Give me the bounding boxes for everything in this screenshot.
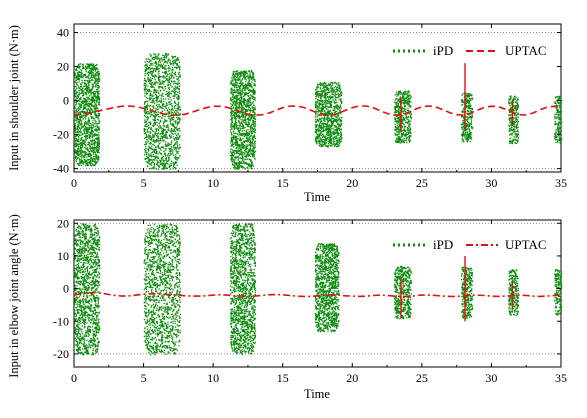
elbow-y-tick-label: -10 bbox=[53, 314, 69, 328]
elbow-uptac-line bbox=[73, 291, 562, 298]
shoulder-legend-ipd-label: iPD bbox=[433, 43, 453, 58]
elbow-ipd-points bbox=[229, 223, 257, 356]
elbow-legend: iPD UPTAC bbox=[393, 237, 547, 252]
elbow-y-tick-label: -20 bbox=[53, 347, 69, 361]
elbow-x-tick-label: 10 bbox=[207, 371, 219, 385]
elbow-ipd-points bbox=[554, 269, 563, 316]
elbow-ipd-points bbox=[460, 266, 474, 320]
shoulder-chart: 0 5 10 15 20 25 30 35 -40 -20 0 20 40 Time Input in… bbox=[7, 23, 567, 204]
shoulder-ipd-burst bbox=[314, 81, 343, 148]
shoulder-reference-lines bbox=[74, 32, 561, 170]
shoulder-y-axis-title: Input in shoulder joint (N·m) bbox=[7, 25, 21, 171]
elbow-x-tick-label: 25 bbox=[416, 371, 428, 385]
elbow-legend-uptac-label: UPTAC bbox=[505, 237, 547, 252]
elbow-data bbox=[73, 223, 563, 356]
shoulder-ipd-burst bbox=[229, 69, 257, 170]
shoulder-x-tick-label: 35 bbox=[555, 176, 567, 190]
shoulder-y-tick-label: 0 bbox=[63, 94, 69, 108]
shoulder-y-ticks: -40 -20 0 20 40 bbox=[53, 26, 561, 176]
shoulder-plot-frame bbox=[73, 23, 562, 173]
elbow-ipd-burst bbox=[143, 223, 181, 356]
shoulder-data bbox=[73, 53, 563, 170]
shoulder-y-tick-label: 40 bbox=[57, 26, 69, 40]
shoulder-ipd-burst bbox=[554, 95, 563, 144]
shoulder-ipd-points bbox=[508, 95, 520, 145]
shoulder-ipd-burst bbox=[394, 90, 412, 144]
shoulder-x-tick-label: 0 bbox=[71, 176, 77, 190]
elbow-ipd-burst bbox=[508, 269, 519, 316]
elbow-ipd-burst bbox=[394, 265, 412, 320]
elbow-y-ticks: -20 -10 0 10 20 bbox=[53, 216, 561, 361]
elbow-x-tick-label: 30 bbox=[485, 371, 497, 385]
elbow-ipd-burst bbox=[554, 269, 563, 316]
shoulder-ipd-points bbox=[314, 81, 343, 148]
elbow-ipd-points bbox=[508, 269, 519, 316]
shoulder-x-tick-label: 10 bbox=[207, 176, 219, 190]
shoulder-ipd-burst bbox=[460, 92, 474, 143]
elbow-ipd-points bbox=[143, 223, 181, 356]
shoulder-ipd-points bbox=[143, 53, 181, 170]
elbow-y-axis-title: Input in elbow joint angle (N·m) bbox=[7, 214, 21, 378]
shoulder-legend-uptac-label: UPTAC bbox=[505, 43, 547, 58]
elbow-x-tick-label: 35 bbox=[555, 371, 567, 385]
elbow-y-tick-label: 20 bbox=[57, 216, 69, 230]
shoulder-x-tick-label: 20 bbox=[346, 176, 358, 190]
shoulder-x-tick-label: 15 bbox=[277, 176, 289, 190]
shoulder-x-ticks: 0 5 10 15 20 25 30 35 bbox=[71, 24, 567, 190]
shoulder-ipd-burst bbox=[74, 63, 101, 167]
shoulder-legend: iPD UPTAC bbox=[393, 43, 547, 58]
elbow-x-axis-title: Time bbox=[304, 387, 330, 401]
elbow-ipd-burst bbox=[314, 243, 340, 333]
elbow-ipd-points bbox=[314, 243, 340, 333]
elbow-ipd-burst bbox=[229, 223, 257, 356]
shoulder-y-tick-label: 20 bbox=[57, 60, 69, 74]
elbow-chart: 0 5 10 15 20 25 30 35 -20 -10 0 10 20 Time Input in… bbox=[7, 214, 567, 401]
elbow-y-tick-label: 0 bbox=[63, 282, 69, 296]
shoulder-ipd-burst bbox=[508, 95, 520, 145]
shoulder-x-tick-label: 5 bbox=[141, 176, 147, 190]
shoulder-x-axis-title: Time bbox=[304, 190, 330, 204]
shoulder-x-tick-label: 30 bbox=[485, 176, 497, 190]
elbow-x-tick-label: 0 bbox=[71, 371, 77, 385]
shoulder-ipd-points bbox=[229, 69, 257, 170]
elbow-x-tick-label: 5 bbox=[141, 371, 147, 385]
shoulder-ipd-points bbox=[554, 95, 563, 144]
shoulder-x-tick-label: 25 bbox=[416, 176, 428, 190]
elbow-ipd-burst bbox=[74, 223, 101, 356]
elbow-ipd-points bbox=[394, 265, 412, 320]
shoulder-ipd-burst bbox=[143, 53, 181, 170]
shoulder-y-tick-label: -40 bbox=[53, 162, 69, 176]
shoulder-ipd-points bbox=[74, 63, 101, 167]
elbow-x-tick-label: 20 bbox=[346, 371, 358, 385]
shoulder-ipd-points bbox=[394, 90, 412, 144]
elbow-ipd-burst bbox=[460, 266, 474, 320]
shoulder-y-tick-label: -20 bbox=[53, 128, 69, 142]
elbow-ipd-points bbox=[74, 223, 101, 356]
shoulder-uptac-line bbox=[73, 105, 562, 117]
elbow-x-tick-label: 15 bbox=[277, 371, 289, 385]
elbow-legend-ipd-label: iPD bbox=[433, 237, 453, 252]
elbow-y-tick-label: 10 bbox=[57, 249, 69, 263]
shoulder-ipd-points bbox=[460, 92, 474, 143]
elbow-x-ticks: 0 5 10 15 20 25 30 35 bbox=[71, 220, 567, 385]
